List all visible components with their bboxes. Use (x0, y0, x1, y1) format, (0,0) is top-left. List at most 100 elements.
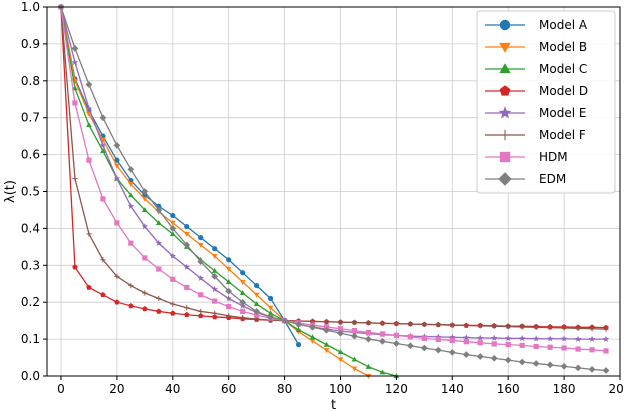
x-tick-label: 140 (441, 382, 464, 396)
data-point-edm (309, 323, 316, 331)
data-point-model-b (211, 253, 218, 259)
data-point-model-f (407, 321, 413, 327)
data-point-model-e (546, 335, 554, 342)
legend-entry-model-a: Model A (485, 18, 588, 32)
data-point-model-f (379, 320, 386, 326)
data-point-hdm (463, 339, 469, 345)
data-point-model-f (449, 322, 455, 328)
data-point-edm (365, 335, 372, 343)
data-point-model-a (114, 157, 120, 163)
data-point-model-f (421, 321, 427, 327)
data-point-edm (197, 258, 205, 265)
data-point-model-e (449, 333, 456, 340)
data-point-model-f (589, 326, 595, 332)
data-point-edm (532, 360, 540, 367)
data-point-hdm (72, 100, 78, 106)
legend-marker (498, 106, 512, 119)
y-tick-label: 0.0 (21, 369, 40, 383)
data-point-model-f (519, 324, 525, 330)
series-line-model-a (60, 6, 300, 345)
data-point-model-c (141, 207, 148, 213)
data-point-model-f (226, 313, 232, 319)
data-point-model-c (100, 148, 106, 153)
series-edm (57, 3, 610, 374)
data-point-model-c (365, 363, 372, 369)
data-point-hdm (170, 276, 176, 282)
data-point-model-f (100, 257, 106, 263)
y-tick-label: 0.5 (21, 185, 40, 199)
x-tick-label: 20 (109, 382, 124, 396)
data-point-model-f (561, 325, 567, 331)
data-point-edm (518, 358, 526, 366)
series-line-hdm (60, 6, 607, 352)
data-point-edm (434, 346, 442, 354)
data-point-model-e (197, 274, 204, 281)
y-tick-label: 0.7 (21, 111, 40, 125)
data-point-model-b (183, 231, 190, 237)
data-point-model-e (113, 175, 121, 182)
legend-entry-model-e: Model E (485, 106, 586, 120)
data-point-hdm (337, 326, 344, 332)
data-point-hdm (435, 336, 441, 343)
data-point-edm (504, 356, 512, 364)
data-point-model-b (309, 338, 316, 344)
data-point-edm (379, 337, 386, 345)
y-tick-label: 0.9 (21, 37, 40, 51)
data-point-model-f (337, 319, 344, 325)
data-point-model-b (323, 348, 330, 354)
data-point-model-d (86, 284, 92, 290)
data-point-edm (85, 81, 93, 88)
data-point-edm (99, 114, 107, 122)
x-tick-label: 180 (553, 382, 576, 396)
data-point-model-a (226, 257, 232, 263)
data-point-model-e (574, 335, 582, 342)
data-point-model-c (295, 327, 302, 332)
data-point-model-a (268, 295, 274, 302)
data-point-edm (253, 308, 261, 315)
legend-entry-edm: EDM (485, 172, 566, 186)
data-point-model-f (323, 319, 330, 325)
legend-entry-model-d: Model D (485, 84, 588, 98)
data-point-model-c (323, 341, 330, 347)
data-point-model-e (127, 202, 135, 209)
data-point-model-f (365, 320, 372, 326)
data-point-edm (267, 313, 274, 321)
data-point-model-e (560, 335, 568, 342)
data-point-model-e (225, 295, 232, 302)
data-point-hdm (365, 329, 372, 336)
legend-entry-model-f: Model F (485, 128, 586, 142)
data-point-model-f (547, 325, 553, 331)
data-point-model-d (211, 314, 218, 320)
y-tick-label: 1.0 (21, 0, 40, 14)
data-point-edm (337, 329, 344, 337)
data-point-edm (476, 353, 484, 360)
data-point-model-e (477, 334, 484, 341)
data-point-model-f (184, 305, 190, 311)
data-point-edm (295, 320, 302, 328)
data-point-model-c (127, 192, 134, 198)
data-point-model-b (225, 266, 232, 272)
data-point-hdm (100, 196, 106, 202)
data-point-edm (393, 340, 400, 347)
data-point-edm (141, 188, 149, 195)
series-line-model-e (60, 6, 607, 340)
data-point-model-b (337, 357, 344, 363)
data-point-model-e (71, 58, 79, 66)
legend-marker (499, 85, 511, 96)
data-point-model-c (337, 349, 344, 355)
series-line-model-f (60, 6, 607, 330)
data-point-model-f (86, 231, 92, 237)
legend-entry-model-b: Model B (485, 40, 587, 54)
data-point-model-a (184, 223, 190, 230)
data-point-model-c (86, 122, 92, 128)
data-point-hdm (86, 157, 92, 163)
data-point-model-e (169, 252, 176, 259)
data-point-model-f (114, 273, 120, 279)
data-point-hdm (240, 308, 246, 315)
data-point-model-e (463, 334, 470, 341)
data-point-model-f (463, 322, 469, 329)
data-point-edm (448, 349, 456, 356)
x-axis-label: t (331, 398, 336, 412)
data-point-edm (323, 326, 330, 334)
data-point-edm (113, 141, 121, 149)
